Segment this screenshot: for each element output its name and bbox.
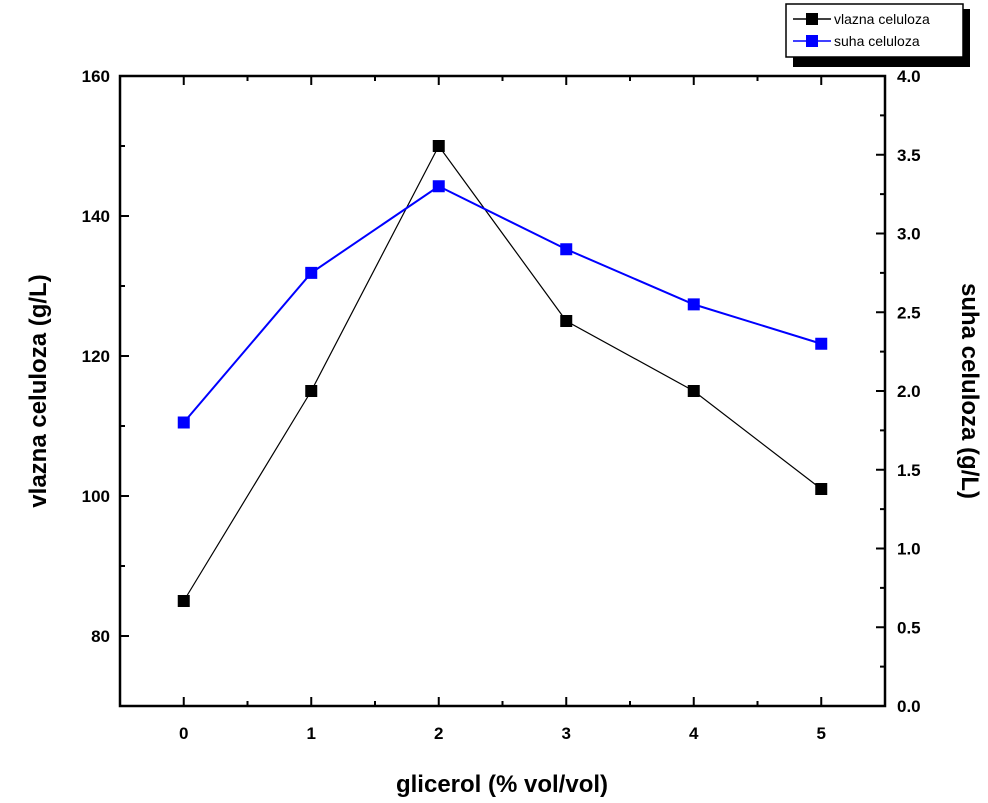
- plot-frame: [118, 74, 887, 708]
- y-right-tick-label: 2.0: [897, 382, 921, 401]
- legend: vlazna celuloza suha celuloza: [785, 3, 970, 67]
- series-1-point: [177, 595, 190, 607]
- y-right-tick-label: 4.0: [897, 67, 921, 86]
- series-2-point: [815, 337, 828, 350]
- series-line-1: [183, 144, 822, 602]
- x-tick-label: 0: [179, 724, 188, 743]
- series-1-point: [305, 385, 318, 397]
- x-axis: 0 1 2 3 4 5: [119, 76, 886, 743]
- y-left-tick-label: 140: [82, 207, 110, 226]
- y-left-tick-label: 120: [82, 347, 110, 366]
- y-right-tick-label: 0.0: [897, 697, 921, 716]
- y-axis-left: 80 100 120 140 160: [82, 67, 129, 707]
- x-tick-label: 2: [434, 724, 443, 743]
- x-tick-label: 4: [689, 724, 699, 743]
- legend-label-1: vlazna celuloza: [834, 11, 930, 27]
- y-right-tick-label: 3.5: [897, 146, 921, 165]
- legend-label-2: suha celuloza: [834, 33, 920, 49]
- y-right-tick-label: 1.5: [897, 461, 921, 480]
- series-2-point: [687, 298, 700, 311]
- series-2-point: [432, 180, 445, 193]
- legend-box: [785, 3, 964, 58]
- x-tick-label: 1: [307, 724, 316, 743]
- legend-marker-2: [806, 35, 818, 47]
- y-axis-title-right: suha celuloza (g/L): [956, 283, 983, 499]
- series-1-point: [560, 315, 573, 327]
- y-axis-title-left: vlazna celuloza (g/L): [25, 274, 52, 507]
- y-left-tick-label: 100: [82, 487, 110, 506]
- y-left-tick-label: 80: [91, 627, 110, 646]
- x-tick-label: 3: [562, 724, 571, 743]
- y-right-tick-label: 0.5: [897, 618, 921, 637]
- legend-marker-1: [806, 13, 818, 25]
- series-1-point: [815, 483, 828, 495]
- x-tick-label: 5: [817, 724, 826, 743]
- y-right-tick-label: 3.0: [897, 225, 921, 244]
- series-line-2: [182, 185, 822, 424]
- y-left-tick-label: 160: [82, 67, 110, 86]
- y-right-tick-label: 1.0: [897, 540, 921, 559]
- series-2-point: [177, 416, 190, 429]
- series-1-point: [432, 140, 445, 152]
- y-right-tick-label: 2.5: [897, 303, 921, 322]
- x-axis-title: glicerol (% vol/vol): [396, 771, 608, 798]
- series-2-point: [560, 243, 573, 256]
- series-2-point: [305, 266, 318, 279]
- series-1-point: [687, 385, 700, 397]
- series-layer: [177, 140, 828, 607]
- y-axis-right: 0.0 0.5 1.0 1.5 2.0 2.5 3.0 3.5 4.0: [876, 67, 921, 716]
